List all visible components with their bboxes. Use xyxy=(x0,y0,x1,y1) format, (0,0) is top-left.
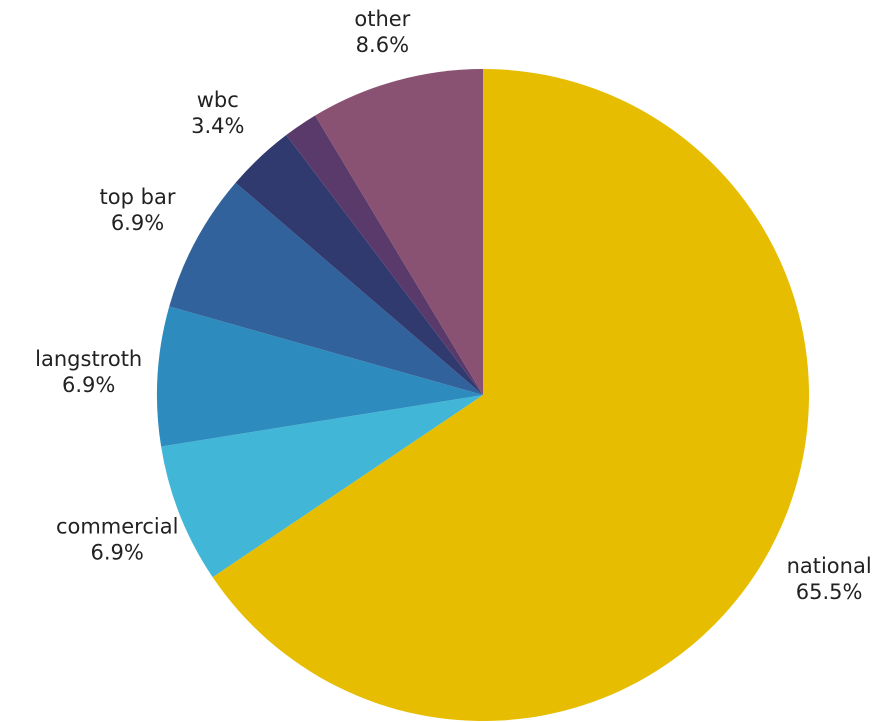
pie-slice xyxy=(315,69,483,395)
slice-label: langstroth xyxy=(35,347,142,371)
slice-label: commercial xyxy=(56,514,178,538)
slice-value-label: 6.9% xyxy=(111,211,164,235)
slice-value-label: 65.5% xyxy=(796,580,863,604)
slice-label: national xyxy=(787,554,872,578)
slice-value-label: 8.6% xyxy=(356,33,409,57)
slice-label: other xyxy=(354,7,410,31)
slice-value-label: 6.9% xyxy=(62,373,115,397)
pie-slice xyxy=(286,115,483,396)
slice-value-label: 3.4% xyxy=(191,114,244,138)
slice-label: top bar xyxy=(100,185,176,209)
pie-slice xyxy=(169,182,483,395)
pie-slice xyxy=(161,395,483,578)
pie-slice xyxy=(212,69,809,721)
slice-label: wbc xyxy=(197,88,239,112)
pie-slice xyxy=(235,135,483,396)
slice-value-label: 6.9% xyxy=(91,540,144,564)
pie-slice xyxy=(156,306,483,447)
